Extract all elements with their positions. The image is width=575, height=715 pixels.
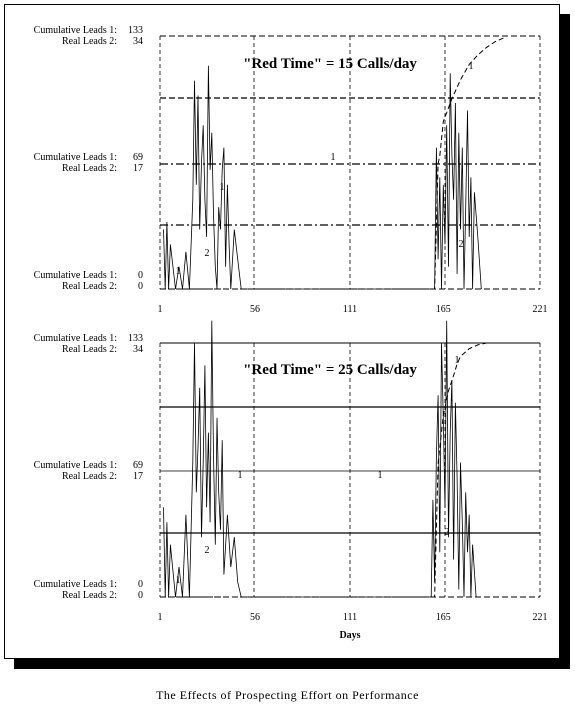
y-axis-label: Cumulative Leads 1: [34,333,117,344]
y-axis-label: Cumulative Leads 1: [34,270,117,281]
x-axis-label: Days [339,630,360,641]
y-axis-label: Cumulative Leads 1: [34,460,117,471]
chart-panel-2 [159,320,541,598]
y-axis-value: 34 [133,344,143,355]
x-tick-label: 221 [533,304,548,315]
y-axis-label: Real Leads 2: [62,590,117,601]
y-axis-value: 17 [133,163,143,174]
y-axis-label: Cumulative Leads 1: [34,579,117,590]
series-marker: 1 [176,266,181,277]
series-marker: 2 [459,239,464,250]
y-axis-value: 69 [133,460,143,471]
y-axis-value: 0 [138,281,143,292]
series-cumulative-leads-line [160,37,504,290]
series-marker: 1 [220,182,225,193]
y-axis-label: Real Leads 2: [62,36,117,47]
series-real-leads-line [163,320,477,598]
y-axis-value: 34 [133,36,143,47]
series-real-leads-line [163,65,482,290]
y-axis-label: Cumulative Leads 1: [34,25,117,36]
y-axis-value: 0 [138,590,143,601]
y-axis-value: 133 [128,25,143,36]
y-axis-value: 17 [133,471,143,482]
series-marker: 1 [455,355,460,366]
series-marker: 2 [205,248,210,259]
y-axis-label: Real Leads 2: [62,471,117,482]
series-marker: 2 [205,545,210,556]
chart-title: "Red Time" = 25 Calls/day [243,362,417,378]
x-tick-label: 221 [533,612,548,623]
x-tick-label: 111 [343,304,357,315]
series-marker: 1 [176,575,181,586]
y-axis-value: 69 [133,152,143,163]
x-tick-label: 165 [436,612,451,623]
series-marker: 2 [445,527,450,538]
y-axis-label: Cumulative Leads 1: [34,152,117,163]
chart-panel-1 [159,35,541,290]
x-tick-label: 1 [158,612,163,623]
chart-title: "Red Time" = 15 Calls/day [243,56,417,72]
x-tick-label: 56 [250,304,260,315]
x-tick-label: 111 [343,612,357,623]
series-marker: 1 [469,61,474,72]
series-marker: 1 [238,470,243,481]
y-axis-value: 0 [138,270,143,281]
x-tick-label: 1 [158,304,163,315]
series-cumulative-leads-line [160,342,540,598]
x-tick-label: 56 [250,612,260,623]
series-marker: 1 [331,152,336,163]
y-axis-value: 133 [128,333,143,344]
x-tick-label: 165 [436,304,451,315]
y-axis-label: Real Leads 2: [62,344,117,355]
figure-caption: The Effects of Prospecting Effort on Per… [156,688,419,702]
y-axis-value: 0 [138,579,143,590]
y-axis-label: Real Leads 2: [62,281,117,292]
series-marker: 1 [378,470,383,481]
y-axis-label: Real Leads 2: [62,163,117,174]
